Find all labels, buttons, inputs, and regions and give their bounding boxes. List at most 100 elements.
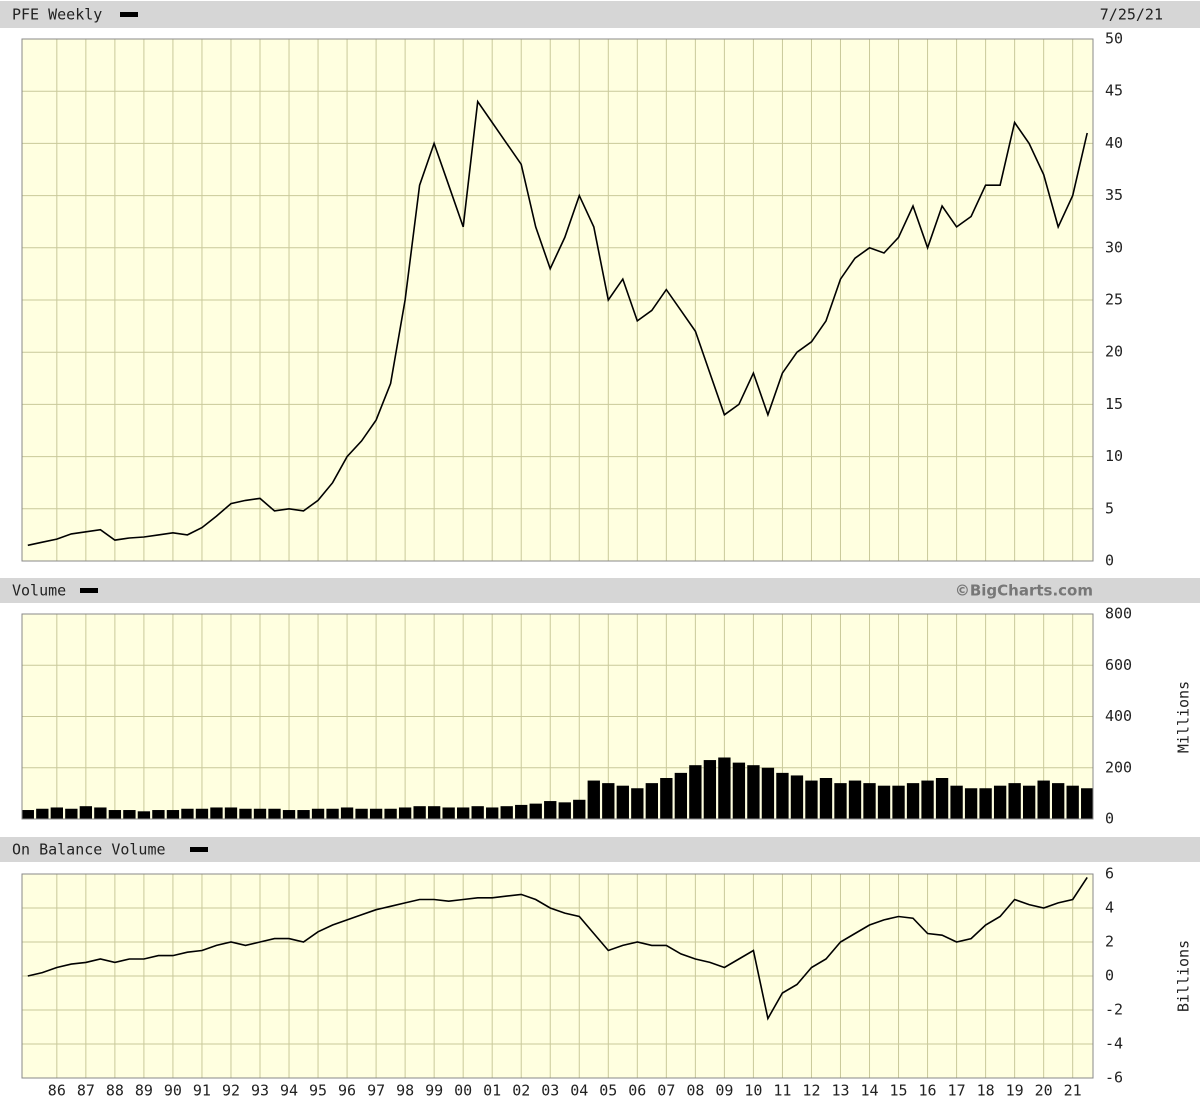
x-tick-label: 17 [948,1082,966,1100]
volume-bar [805,780,818,819]
legend-icon [190,847,208,852]
volume-bar [427,806,441,819]
volume-bar [123,810,136,819]
volume-bar [471,806,484,819]
volume-bar [108,810,122,819]
x-tick-label: 87 [77,1082,95,1100]
volume-bar [515,804,528,819]
volume-bar [877,785,891,819]
y-tick-label: 30 [1105,238,1123,256]
volume-bar [979,788,992,819]
price-line [27,876,1088,1021]
y-tick-label: -2 [1105,1001,1123,1019]
volume-bar [355,808,368,819]
volume-bar [340,807,354,819]
y-tick-label: 20 [1105,343,1123,361]
volume-bar [239,808,252,819]
y-tick-label: 600 [1105,656,1132,674]
legend-icon [80,588,98,593]
y-tick-label: 45 [1105,82,1123,100]
volume-bar [834,783,847,819]
x-tick-label: 14 [860,1082,878,1100]
volume-bar [689,765,702,819]
volume-bar [573,799,586,819]
volume-bar [848,780,862,819]
volume-bar [950,785,963,819]
volume-bar [819,778,833,819]
y-tick-label: 50 [1105,30,1123,48]
volume-bar [863,783,876,819]
volume-bar [645,783,658,819]
x-tick-label: 08 [686,1082,704,1100]
volume-bar [761,767,775,819]
header-bar [0,837,1200,862]
volume-bar [369,808,383,819]
legend-icon [120,12,138,17]
volume-bar [660,778,673,819]
y-tick-label: -6 [1105,1069,1123,1087]
volume-bar [36,808,49,819]
x-tick-label: 99 [425,1082,443,1100]
volume-bar [529,803,542,819]
x-tick-label: 91 [193,1082,211,1100]
volume-bar [906,783,920,819]
volume-bar [166,810,180,819]
volume-bar [935,778,949,819]
volume-bar [558,802,571,819]
panel-title: On Balance Volume [12,841,166,859]
volume-bar [993,785,1007,819]
y-tick-label: 2 [1105,933,1114,951]
x-tick-label: 03 [541,1082,559,1100]
plot-border [21,38,1094,562]
volume-bar [94,807,107,819]
volume-bar [703,760,717,819]
y-tick-label: 10 [1105,447,1123,465]
y-tick-label: 35 [1105,186,1123,204]
volume-bar [398,807,412,819]
volume-bar [486,807,499,819]
chart-title: PFE Weekly [12,6,102,24]
y-tick-label: 0 [1105,552,1114,570]
y-tick-label: 5 [1105,499,1114,517]
x-tick-label: 13 [831,1082,849,1100]
y-axis-label: Millions [1175,681,1193,753]
y-tick-label: 40 [1105,134,1123,152]
y-tick-label: 800 [1105,605,1132,623]
volume-bar [297,810,310,819]
x-tick-label: 21 [1064,1082,1082,1100]
volume-bar [544,801,557,819]
y-tick-label: 400 [1105,707,1132,725]
volume-bar [268,808,281,819]
x-tick-label: 06 [628,1082,646,1100]
x-tick-label: 86 [48,1082,66,1100]
volume-bar [457,807,470,819]
volume-bar [964,788,978,819]
x-tick-label: 20 [1035,1082,1053,1100]
volume-bar [602,783,615,819]
x-tick-label: 04 [570,1082,588,1100]
x-tick-label: 95 [309,1082,327,1100]
x-tick-label: 01 [483,1082,501,1100]
volume-bar [79,806,93,819]
y-tick-label: -4 [1105,1035,1123,1053]
volume-bar [181,808,194,819]
volume-bar [500,806,513,819]
volume-bar [892,785,905,819]
x-tick-label: 12 [802,1082,820,1100]
price-line [27,99,1088,547]
y-tick-label: 4 [1105,899,1114,917]
volume-bar [50,807,63,819]
volume-bar [921,780,934,819]
volume-bar [65,808,78,819]
x-tick-label: 07 [657,1082,675,1100]
volume-bar [616,785,629,819]
x-tick-label: 18 [977,1082,995,1100]
panel-title: Volume [12,582,66,600]
x-tick-label: 92 [222,1082,240,1100]
volume-bar [311,808,325,819]
volume-bar [326,808,339,819]
header-bar [0,578,1200,603]
x-tick-label: 05 [599,1082,617,1100]
volume-bar [718,757,731,819]
volume-bar [195,808,209,819]
